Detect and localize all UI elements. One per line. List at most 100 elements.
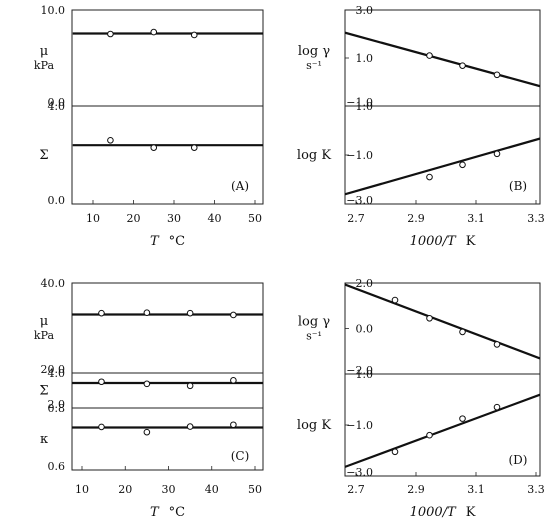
data-point (190, 144, 198, 151)
data-point (391, 296, 399, 304)
y-tick-label: 2.0 (48, 398, 66, 411)
x-axis-label: 1000/T K (410, 505, 476, 520)
y-axis-label: log γ (298, 44, 330, 59)
x-tick-label: 10 (86, 212, 100, 225)
y-tick-label: −3.0 (346, 194, 373, 207)
chart-frame (344, 9, 541, 205)
y-axis-label: μ (40, 44, 48, 59)
fit-line (345, 283, 540, 360)
data-point (98, 378, 105, 386)
x-axis-label: 1000/T K (410, 234, 476, 249)
y-tick-label: 2.0 (356, 277, 374, 290)
panel-tag: (C) (231, 449, 250, 463)
y-axis-label: log γ (298, 315, 330, 330)
x-tick-label: 40 (205, 483, 219, 496)
data-point (186, 423, 194, 430)
subplot-2: 4.0 2.0Σ (39, 367, 263, 411)
x-tick-label: 3.1 (467, 212, 485, 225)
y-axis-unit: s⁻¹ (306, 330, 322, 343)
y-tick-label: 0.0 (48, 96, 66, 109)
y-axis-unit: kPa (34, 59, 55, 72)
y-axis-label: log K (297, 418, 331, 433)
data-point (186, 382, 194, 390)
panel-tag: (A) (231, 179, 249, 193)
data-point (493, 150, 501, 158)
data-point (150, 28, 158, 36)
chart-frame (71, 282, 264, 471)
x-tick-label: 2.7 (347, 212, 365, 225)
data-point (426, 52, 433, 59)
x-tick-label: 3.3 (527, 212, 545, 225)
data-point (143, 380, 151, 388)
y-tick-label: 1.0 (356, 52, 374, 65)
y-tick-label: −1.0 (346, 419, 373, 432)
y-axis-unit: kPa (34, 329, 55, 342)
y-tick-label: 0.6 (48, 460, 66, 473)
data-point (493, 341, 501, 348)
x-tick-label: 3.1 (467, 483, 485, 496)
data-point (459, 62, 466, 69)
data-point (459, 161, 466, 169)
y-tick-label: 1.0 (356, 368, 374, 381)
data-point (493, 71, 501, 79)
x-tick-label: 40 (208, 212, 222, 225)
subplot-3: 0.8 0.6κ (40, 402, 263, 473)
y-tick-label: 3.0 (356, 4, 374, 17)
panel-tag: (B) (509, 179, 527, 193)
x-tick-label: 2.7 (347, 483, 365, 496)
chart-frame (344, 282, 541, 477)
x-axis-label: T °C (150, 234, 185, 249)
fit-line (345, 393, 540, 469)
data-point (426, 173, 433, 181)
y-axis-label: μ (40, 314, 48, 329)
chart-frame (71, 9, 264, 205)
x-tick-label: 30 (162, 483, 176, 496)
data-point (107, 30, 114, 38)
data-point (230, 421, 237, 429)
panel-tag: (D) (509, 453, 528, 467)
y-tick-label: −3.0 (346, 466, 373, 479)
chart-B: 2.7 2.9 3.1 3.3 1000/T K (B) 3.0 1.0 −1.0 log γs⁻¹… (297, 4, 545, 249)
y-axis-label: log K (297, 148, 331, 163)
x-tick-label: 2.9 (407, 483, 425, 496)
data-point (107, 137, 114, 144)
data-point (98, 309, 105, 317)
y-tick-label: 4.0 (48, 100, 66, 113)
data-point (459, 415, 466, 422)
data-point (230, 311, 237, 319)
x-tick-label: 50 (248, 483, 262, 496)
x-tick-label: 20 (118, 483, 132, 496)
y-axis-unit: s⁻¹ (306, 59, 322, 72)
data-point (143, 428, 151, 436)
y-tick-label: 0.0 (48, 194, 66, 207)
x-tick-label: 2.9 (407, 212, 425, 225)
data-point (493, 403, 501, 411)
y-axis-label: Σ (39, 148, 48, 163)
subplot-2: 1.0 −1.0 −3.0 log K (297, 100, 540, 207)
data-point (426, 431, 433, 439)
data-point (150, 144, 158, 151)
y-tick-label: 20.0 (41, 363, 66, 376)
fit-line (345, 137, 540, 196)
x-tick-label: 20 (127, 212, 141, 225)
subplot-2: 4.0 0.0 Σ (39, 100, 263, 207)
x-tick-label: 10 (75, 483, 89, 496)
subplot-2: 1.0 −1.0 −3.0 log K (297, 368, 540, 479)
data-point (426, 314, 433, 322)
y-tick-label: −1.0 (346, 149, 373, 162)
data-point (190, 31, 198, 39)
y-tick-label: 40.0 (41, 277, 66, 290)
x-tick-label: 30 (167, 212, 181, 225)
chart-C: 10 20 30 40 50T °C(C)40.020.0μkPa4.02.0Σ0.80.… (34, 277, 264, 520)
y-axis-label: κ (40, 432, 48, 447)
y-tick-label: 1.0 (356, 100, 374, 113)
fit-line (345, 31, 540, 88)
x-tick-label: 50 (248, 212, 262, 225)
data-point (459, 328, 466, 336)
